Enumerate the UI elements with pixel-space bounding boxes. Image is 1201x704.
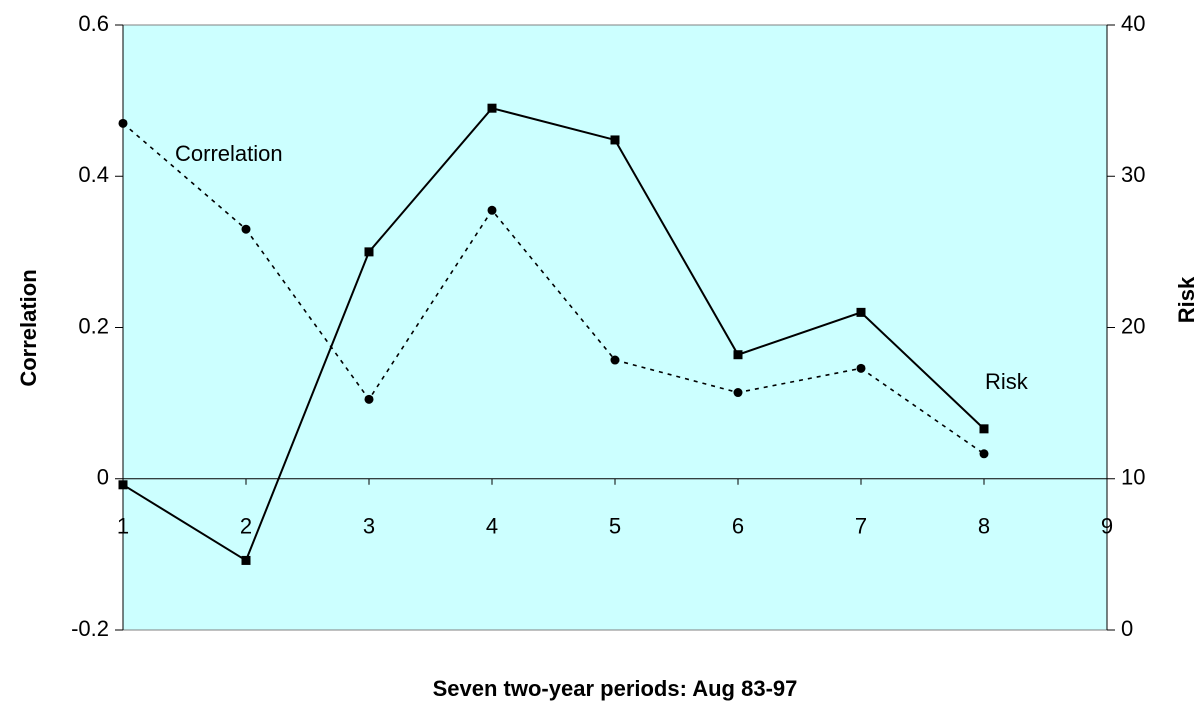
x-tick-label: 1 [117,514,129,539]
marker [364,394,374,404]
x-tick-label: 3 [363,514,375,539]
marker [733,388,743,398]
y-axis-title: Correlation [16,269,41,386]
x-tick-label: 7 [855,514,867,539]
marker [733,350,743,360]
marker [241,555,251,565]
marker [856,307,866,317]
x-tick-label: 6 [732,514,744,539]
marker [856,363,866,373]
x-tick-label: 2 [240,514,252,539]
marker [979,424,989,434]
x-axis-title: Seven two-year periods: Aug 83-97 [433,676,798,701]
marker [364,247,374,257]
y2-tick-label: 0 [1121,616,1133,641]
y2-tick-label: 30 [1121,162,1145,187]
y-tick-label: 0.4 [78,162,109,187]
y-tick-label: 0.6 [78,11,109,36]
y2-tick-label: 10 [1121,465,1145,490]
plot-area [122,24,1108,631]
marker [118,118,128,128]
y2-tick-label: 40 [1121,11,1145,36]
x-tick-label: 9 [1101,514,1113,539]
series-label: Risk [985,369,1029,394]
marker [241,224,251,234]
marker [610,135,620,145]
x-tick-label: 5 [609,514,621,539]
x-tick-label: 4 [486,514,498,539]
series-line [122,107,985,562]
y2-tick-label: 20 [1121,313,1145,338]
series-line [122,122,985,455]
y-tick-label: 0.2 [78,313,109,338]
y-tick-label: -0.2 [71,616,109,641]
series-label: Correlation [175,141,283,166]
y2-axis-title: Risk [1174,276,1199,323]
marker [118,480,128,490]
marker [487,103,497,113]
marker [487,205,497,215]
y-tick-label: 0 [97,465,109,490]
marker [979,449,989,459]
marker [610,355,620,365]
x-tick-label: 8 [978,514,990,539]
